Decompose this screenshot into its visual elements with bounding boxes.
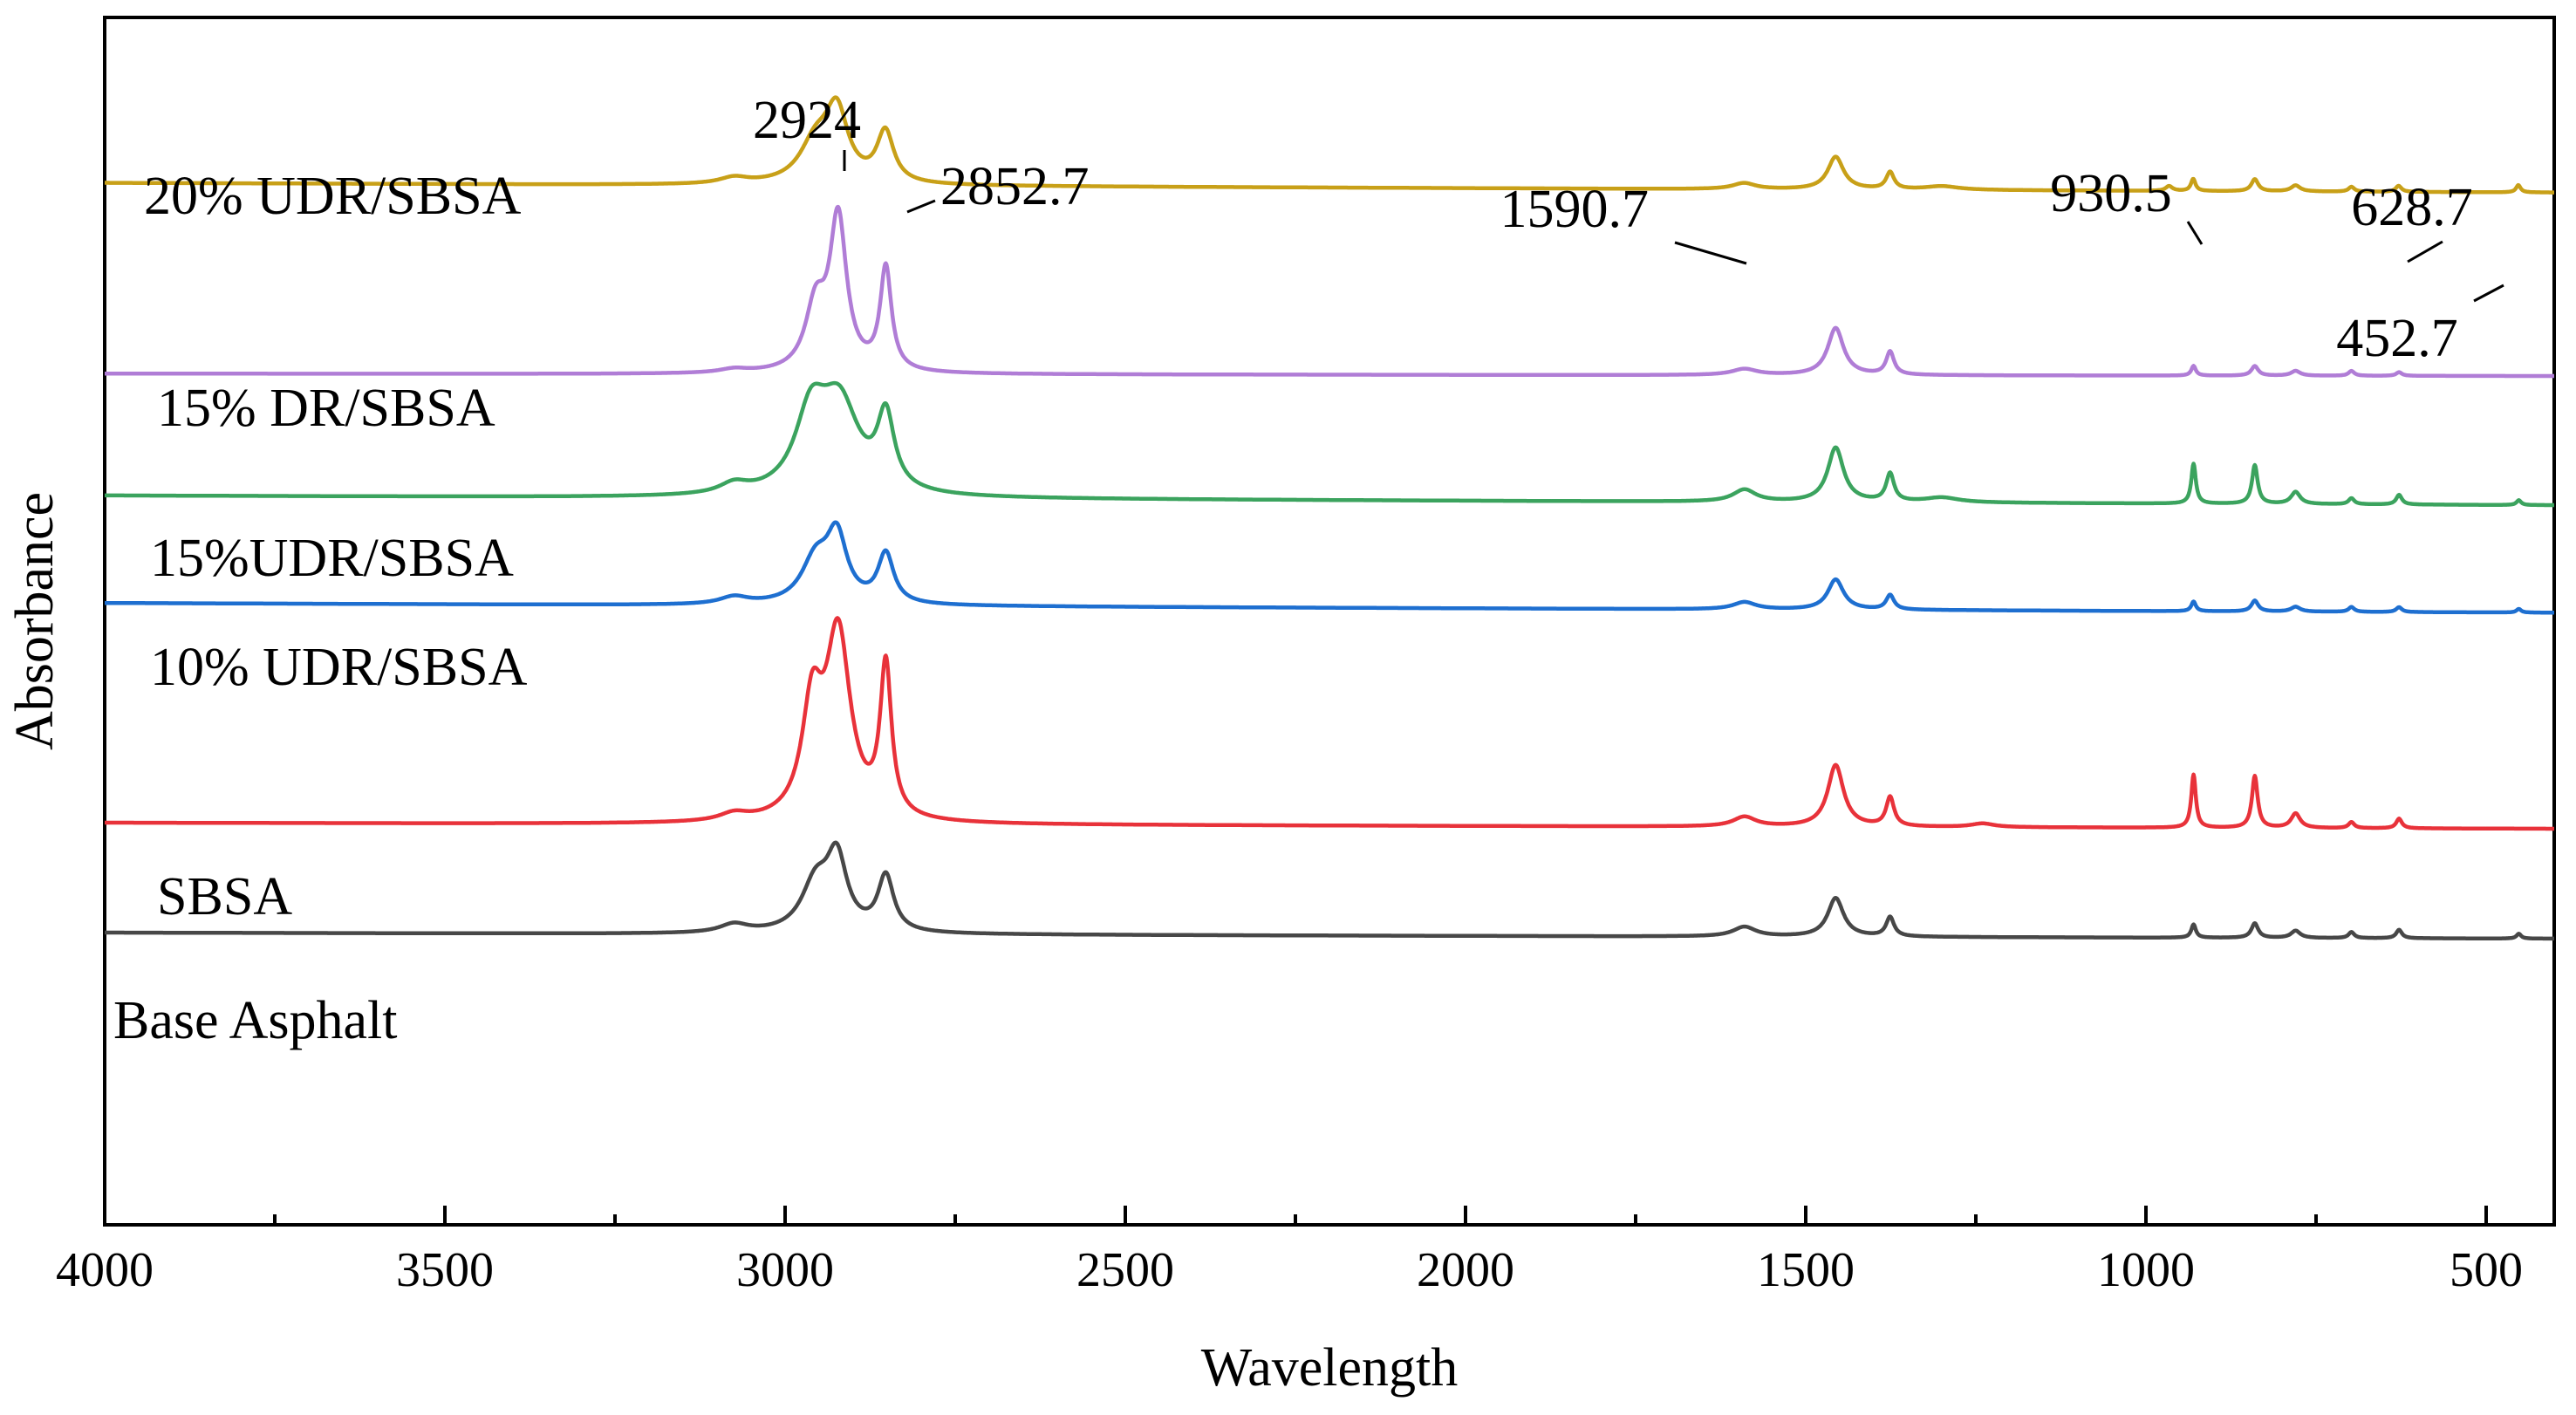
x-tick-label: 500 <box>2450 1243 2523 1297</box>
annotation-leader-line <box>2473 284 2504 303</box>
series-label: 10% UDR/SBSA <box>150 638 528 697</box>
x-axis-title: Wavelength <box>1201 1338 1459 1398</box>
peak-annotation-label: 930.5 <box>2050 164 2172 223</box>
peak-annotation-label: 1590.7 <box>1500 180 1650 239</box>
peak-annotation-label: 628.7 <box>2351 178 2473 237</box>
annotation-leader-line <box>2186 221 2204 245</box>
peak-annotation-label: 2852.7 <box>940 157 1090 216</box>
x-tick-label: 2500 <box>1076 1243 1174 1297</box>
series-label: Base Asphalt <box>113 991 397 1050</box>
series-line <box>103 204 2556 379</box>
x-tick-label: 1500 <box>1757 1243 1855 1297</box>
plot-frame <box>103 16 2556 1227</box>
series-line <box>103 95 2556 195</box>
series-label: 15% DR/SBSA <box>157 379 495 438</box>
peak-annotations: 2924 2852.7 1590.7 930.5 628.7 452.7 <box>753 91 2504 368</box>
series-labels: 20% UDR/SBSA 15% DR/SBSA 15%UDR/SBSA 10% UD… <box>113 167 528 1050</box>
series-lines <box>103 95 2556 941</box>
series-line <box>103 616 2556 831</box>
x-tick-label: 1000 <box>2097 1243 2195 1297</box>
x-axis-ticks <box>103 1206 2488 1225</box>
series-line <box>103 380 2556 508</box>
peak-annotation-label: 452.7 <box>2336 309 2458 368</box>
series-line <box>103 520 2556 615</box>
x-tick-label: 3500 <box>396 1243 494 1297</box>
annotation-leader-line <box>2407 240 2443 263</box>
series-label: SBSA <box>157 867 292 926</box>
annotation-leader-line <box>906 199 936 214</box>
x-tick-label: 3000 <box>736 1243 834 1297</box>
annotation-leader-line <box>1674 241 1747 265</box>
peak-annotation-label: 2924 <box>753 91 861 150</box>
x-axis-tick-labels: 4000 3500 3000 2500 2000 1500 1000 500 <box>56 1243 2523 1297</box>
series-line <box>103 840 2556 941</box>
y-axis-title: Absorbance <box>5 492 65 750</box>
series-label: 20% UDR/SBSA <box>144 167 522 226</box>
x-tick-label: 4000 <box>56 1243 154 1297</box>
series-label: 15%UDR/SBSA <box>150 529 514 588</box>
x-tick-label: 2000 <box>1417 1243 1514 1297</box>
